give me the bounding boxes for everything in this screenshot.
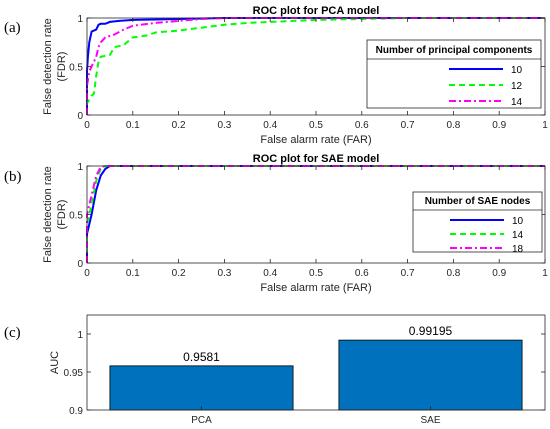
y-tick-label: 1: [77, 330, 83, 341]
y-tick-label: 1: [77, 14, 83, 25]
legend: Number of principal components 10 12 14: [366, 39, 542, 109]
x-tick-label: 0.3: [217, 268, 231, 279]
x-tick-label: 0.5: [309, 268, 323, 279]
panel-label: (b): [4, 169, 22, 185]
x-axis-label: False alarm rate (FAR): [260, 134, 371, 146]
chart-title: ROC plot for PCA model: [253, 5, 380, 17]
legend-title: Number of SAE nodes: [425, 196, 531, 207]
x-tick-label: 0.8: [446, 268, 460, 279]
axes-box: [86, 314, 546, 411]
x-tick-label: 0.6: [355, 268, 369, 279]
legend-entry-18: 18: [512, 244, 524, 255]
legend-box: [366, 39, 542, 109]
roc-panel-a: (a) ROC plot for PCA model 0 0.1 0.2 0.3 0.4 0.…: [4, 5, 548, 146]
bar-value-label-sae: 0.99195: [409, 324, 453, 338]
x-tick-label: PCA: [191, 415, 212, 426]
y-tick-label: 0: [77, 111, 83, 122]
legend-box: [412, 191, 543, 253]
y-tick-label: 0.95: [64, 368, 84, 379]
legend-entry-10: 10: [511, 65, 523, 76]
chart-title: ROC plot for SAE model: [253, 153, 380, 165]
x-tick-label: 1: [542, 268, 548, 279]
y-tick-label: 0.5: [69, 211, 83, 222]
bar-sae: [338, 339, 523, 411]
x-tick-label: 0: [84, 120, 90, 131]
legend-entry-12: 12: [511, 81, 523, 92]
x-axis-label: False alarm rate (FAR): [260, 282, 371, 294]
x-tick-label: 0.2: [172, 268, 186, 279]
x-tick-label: 0.2: [172, 120, 186, 131]
y-tick-label: 0: [77, 259, 83, 270]
y-axis-label-line1: False detection rate: [42, 166, 54, 263]
y-tick-label: 1: [77, 162, 83, 173]
x-tick-label: SAE: [420, 415, 440, 426]
y-axis-label-line1: False detection rate: [42, 18, 54, 115]
auc-bar-panel: (c) 0.9581 PCA 0.99195 SAE 0.9 0.95 1 AUC: [4, 314, 546, 426]
x-tick-label: 0.6: [355, 120, 369, 131]
panel-label: (a): [4, 20, 21, 36]
legend-entry-14: 14: [511, 97, 523, 108]
x-tick-label: 1: [542, 120, 548, 131]
y-axis-label-line2: (FDR): [56, 52, 68, 82]
series-line-10: [86, 17, 545, 115]
x-tick-label: 0.4: [263, 268, 277, 279]
y-tick-label: 0.5: [69, 63, 83, 74]
panel-label: (c): [4, 325, 21, 341]
y-tick-label: 0.9: [69, 406, 83, 417]
legend-entry-10: 10: [512, 216, 524, 227]
x-tick-label: 0.5: [309, 120, 323, 131]
bar-value-label-pca: 0.9581: [183, 350, 220, 364]
legend: Number of SAE nodes 10 14 18: [412, 191, 543, 255]
x-tick-label: 0.3: [217, 120, 231, 131]
roc-panel-b: (b) ROC plot for SAE model 0 0.1 0.2 0.3 0.4 0.…: [4, 153, 548, 294]
x-tick-label: 0.9: [492, 120, 506, 131]
bar-pca: [109, 365, 294, 411]
x-tick-label: 0.1: [126, 120, 140, 131]
x-tick-label: 0.8: [446, 120, 460, 131]
series-line-14: [86, 17, 545, 115]
x-tick-label: 0.1: [126, 268, 140, 279]
series-line-12: [86, 17, 545, 115]
y-axis-label-line2: (FDR): [56, 200, 68, 230]
x-tick-label: 0.7: [401, 120, 415, 131]
x-tick-label: 0.4: [263, 120, 277, 131]
legend-title: Number of principal components: [376, 45, 533, 56]
legend-entry-14: 14: [512, 230, 524, 241]
x-tick-label: 0.9: [492, 268, 506, 279]
x-tick-label: 0: [84, 268, 90, 279]
y-axis-label: AUC: [49, 351, 61, 374]
x-tick-label: 0.7: [401, 268, 415, 279]
